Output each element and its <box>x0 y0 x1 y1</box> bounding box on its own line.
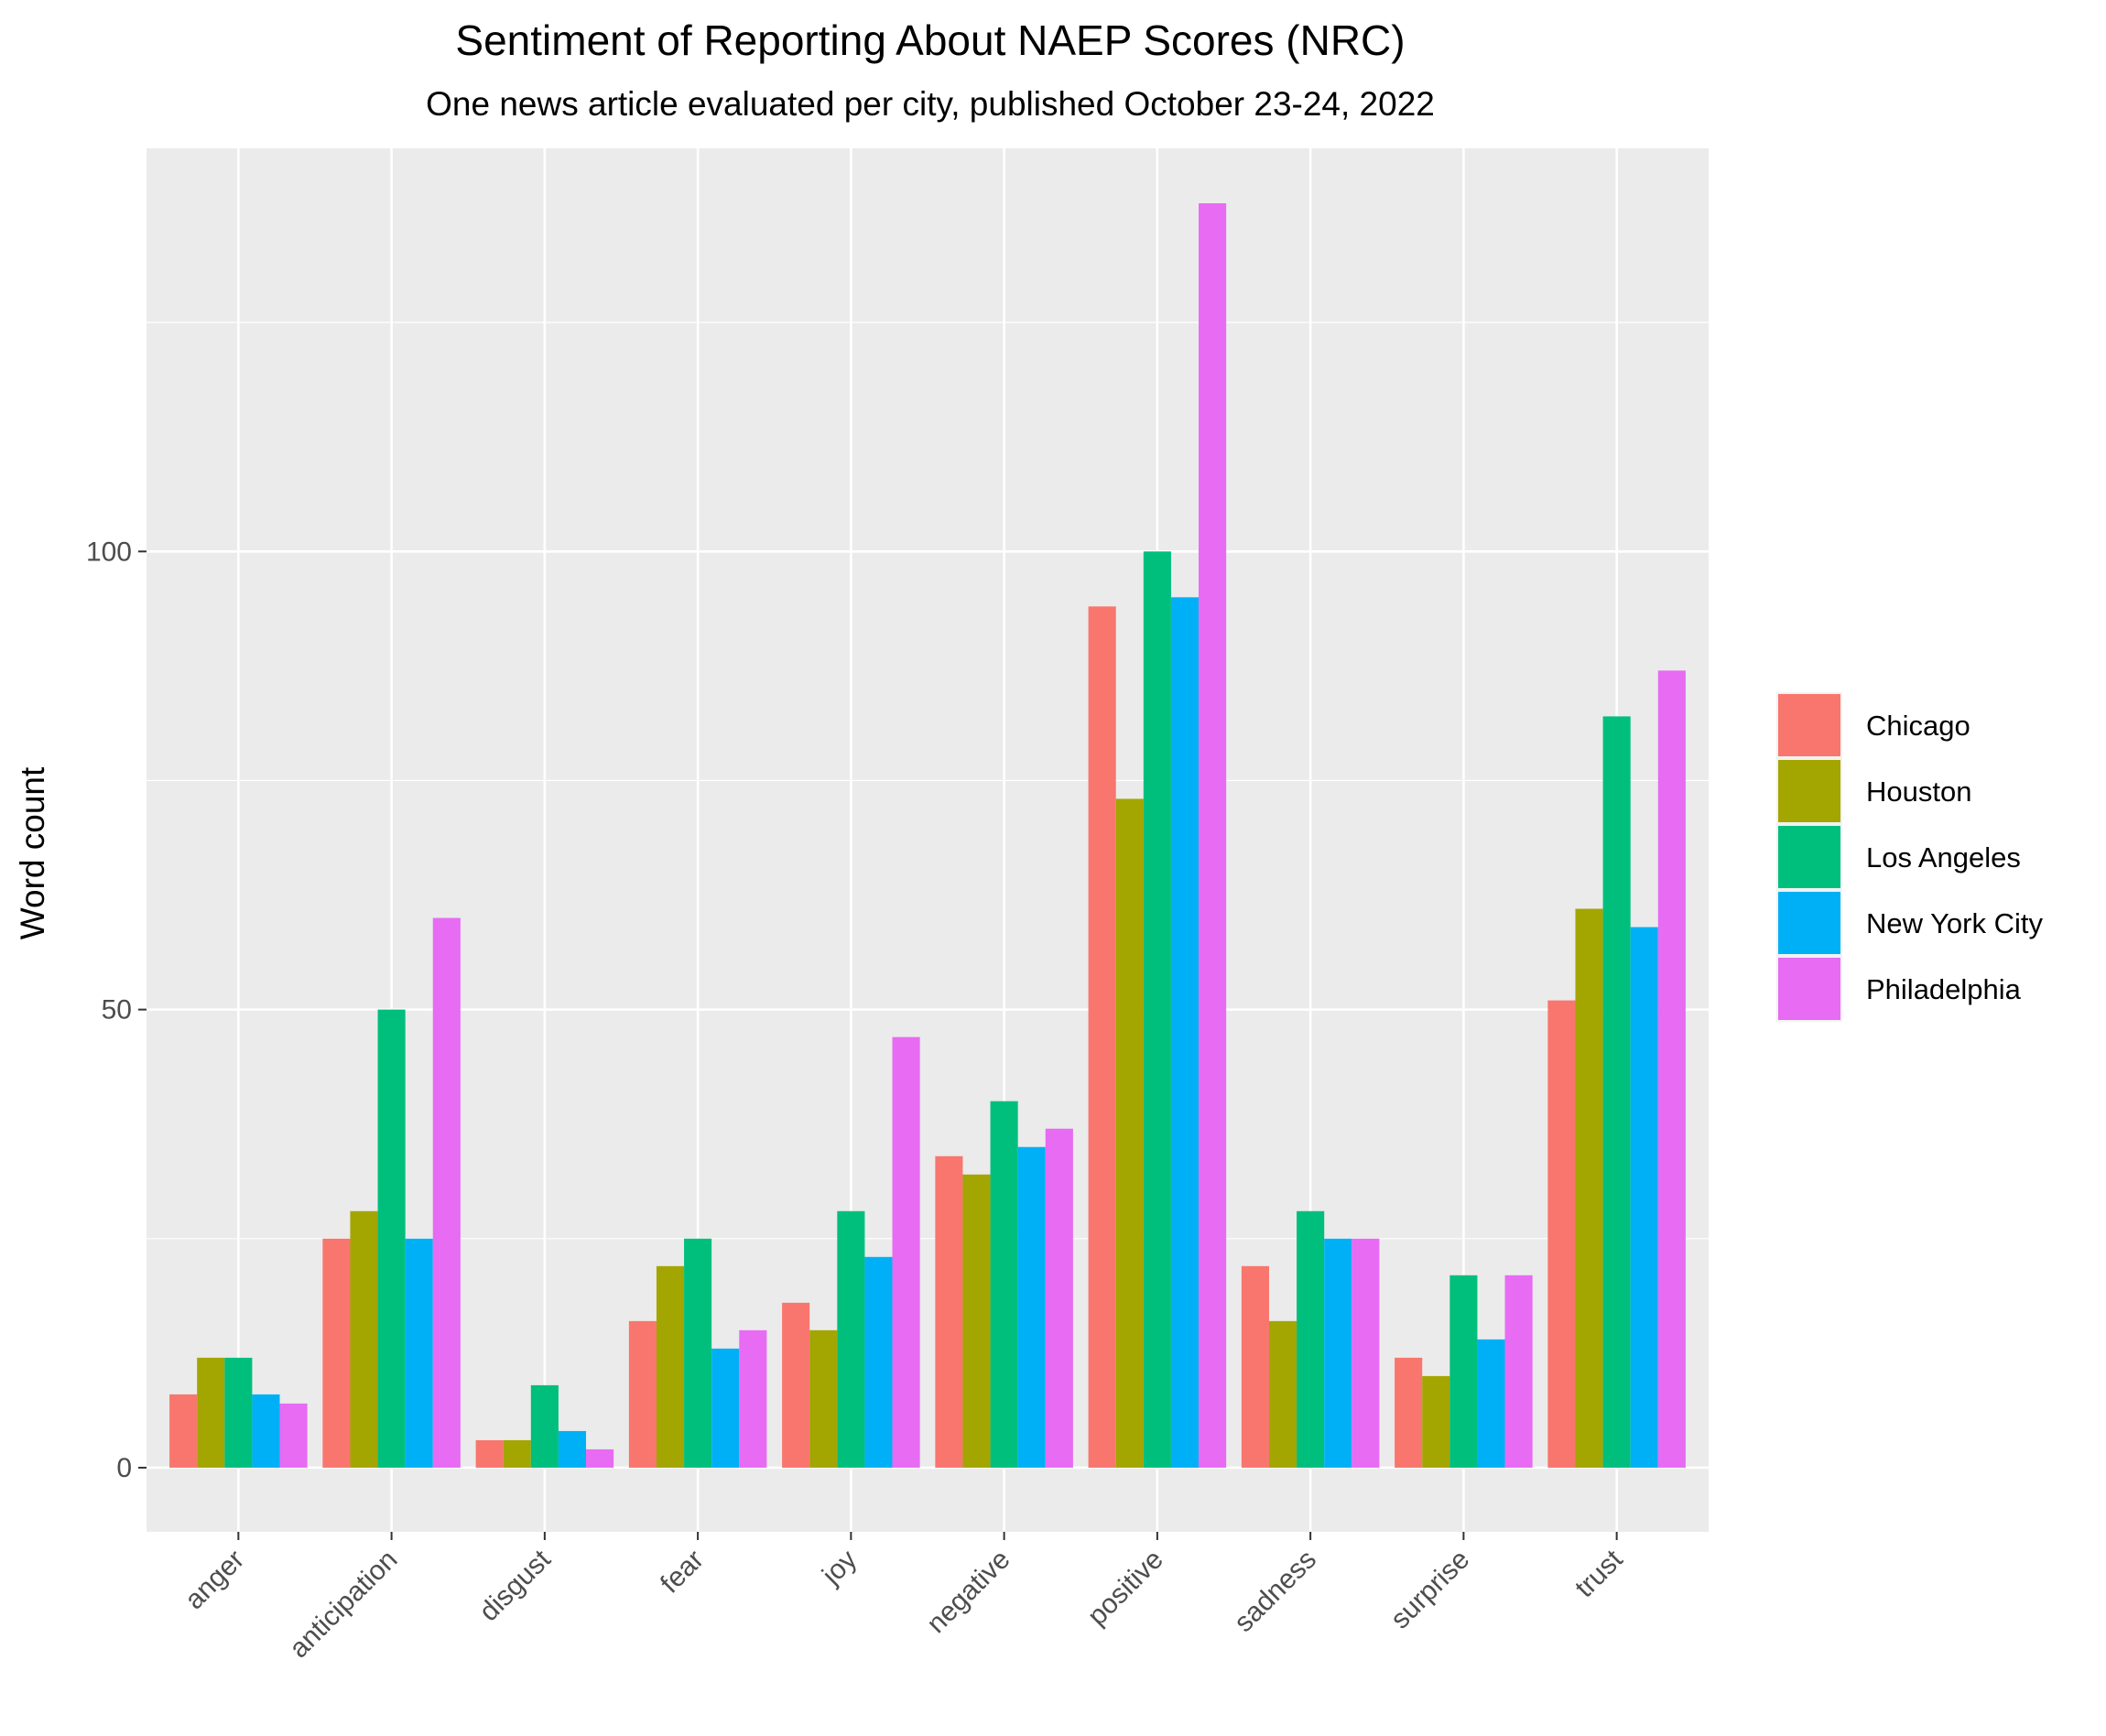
bar-sadness-new-york-city <box>1324 1238 1352 1468</box>
legend-swatch <box>1778 694 1840 756</box>
bar-joy-philadelphia <box>892 1036 920 1468</box>
bar-anticipation-new-york-city <box>405 1238 433 1468</box>
legend-swatch <box>1778 826 1840 888</box>
bar-sadness-houston <box>1268 1320 1297 1468</box>
bar-anger-los-angeles <box>224 1357 253 1468</box>
bar-joy-chicago <box>782 1302 810 1468</box>
bar-disgust-new-york-city <box>558 1430 587 1468</box>
x-tick-label-sadness: sadness <box>1229 1545 1322 1638</box>
x-tick-label-anticipation: anticipation <box>284 1545 404 1665</box>
bar-disgust-los-angeles <box>530 1384 559 1468</box>
bar-surprise-houston <box>1422 1375 1450 1468</box>
bar-anger-houston <box>197 1357 225 1468</box>
legend-swatch <box>1778 760 1840 822</box>
x-tick-label-trust: trust <box>1569 1544 1629 1603</box>
bar-trust-philadelphia <box>1657 670 1686 1468</box>
bar-positive-houston <box>1115 798 1144 1468</box>
x-tick-label-anger: anger <box>179 1545 251 1616</box>
x-tick-label-surprise: surprise <box>1385 1545 1476 1635</box>
y-tick-label: 0 <box>116 1453 132 1483</box>
bar-surprise-los-angeles <box>1449 1275 1478 1468</box>
bar-surprise-philadelphia <box>1504 1275 1533 1468</box>
bar-joy-houston <box>809 1329 838 1468</box>
legend-label: Chicago <box>1866 710 1970 742</box>
legend-label: Los Angeles <box>1866 841 2021 873</box>
bar-fear-philadelphia <box>739 1329 767 1468</box>
legend: Chicago Houston Los Angeles New York City Ph… <box>1776 692 2043 1022</box>
bar-trust-new-york-city <box>1630 927 1658 1468</box>
bar-negative-houston <box>962 1174 991 1468</box>
bar-fear-new-york-city <box>711 1348 740 1468</box>
x-tick-label-negative: negative <box>921 1545 1016 1640</box>
bar-anticipation-los-angeles <box>377 1009 406 1468</box>
bar-sadness-los-angeles <box>1297 1210 1325 1468</box>
legend-swatch <box>1778 892 1840 954</box>
bar-anger-chicago <box>169 1394 198 1468</box>
bar-fear-houston <box>656 1265 685 1468</box>
legend-label: Philadelphia <box>1866 973 2022 1005</box>
bar-positive-philadelphia <box>1199 203 1227 1468</box>
y-axis-title: Word count <box>14 766 51 939</box>
x-tick-label-disgust: disgust <box>473 1544 557 1627</box>
bar-fear-los-angeles <box>684 1238 712 1468</box>
bar-anticipation-philadelphia <box>432 917 461 1468</box>
bar-trust-chicago <box>1547 1000 1576 1468</box>
bar-joy-los-angeles <box>837 1210 865 1468</box>
x-tick-label-positive: positive <box>1082 1545 1169 1632</box>
bar-sadness-chicago <box>1241 1265 1269 1468</box>
bar-positive-chicago <box>1088 606 1116 1468</box>
y-tick-label: 100 <box>86 537 132 567</box>
bar-disgust-chicago <box>475 1439 504 1468</box>
bar-anger-philadelphia <box>279 1403 308 1468</box>
bar-sadness-philadelphia <box>1352 1238 1380 1468</box>
bar-anticipation-houston <box>350 1210 378 1468</box>
legend-label: New York City <box>1866 907 2043 939</box>
bar-surprise-new-york-city <box>1477 1339 1505 1468</box>
bar-negative-chicago <box>935 1156 963 1468</box>
x-tick-label-fear: fear <box>655 1545 710 1600</box>
bar-anticipation-chicago <box>322 1238 351 1468</box>
bar-fear-chicago <box>628 1320 657 1468</box>
bar-positive-new-york-city <box>1170 597 1200 1468</box>
bar-joy-new-york-city <box>864 1256 893 1468</box>
bar-trust-los-angeles <box>1602 716 1631 1468</box>
bar-negative-new-york-city <box>1017 1146 1046 1468</box>
bar-disgust-houston <box>503 1439 531 1468</box>
plot-panel: 0 50 100 anger anticipation disgust fear joy neg… <box>86 148 1709 1664</box>
chart-title: Sentiment of Reporting About NAEP Scores… <box>455 16 1405 64</box>
bar-disgust-philadelphia <box>586 1448 614 1468</box>
bar-trust-houston <box>1575 908 1603 1468</box>
x-tick-label-joy: joy <box>816 1545 863 1591</box>
legend-label: Houston <box>1866 776 1971 808</box>
bar-negative-los-angeles <box>990 1101 1018 1468</box>
bar-surprise-chicago <box>1395 1357 1423 1468</box>
legend-swatch <box>1778 958 1840 1020</box>
bar-positive-los-angeles <box>1143 551 1171 1468</box>
bar-anger-new-york-city <box>252 1394 280 1468</box>
y-tick-label: 50 <box>102 995 132 1025</box>
bar-negative-philadelphia <box>1045 1128 1073 1468</box>
chart-subtitle: One news article evaluated per city, pub… <box>426 85 1435 123</box>
